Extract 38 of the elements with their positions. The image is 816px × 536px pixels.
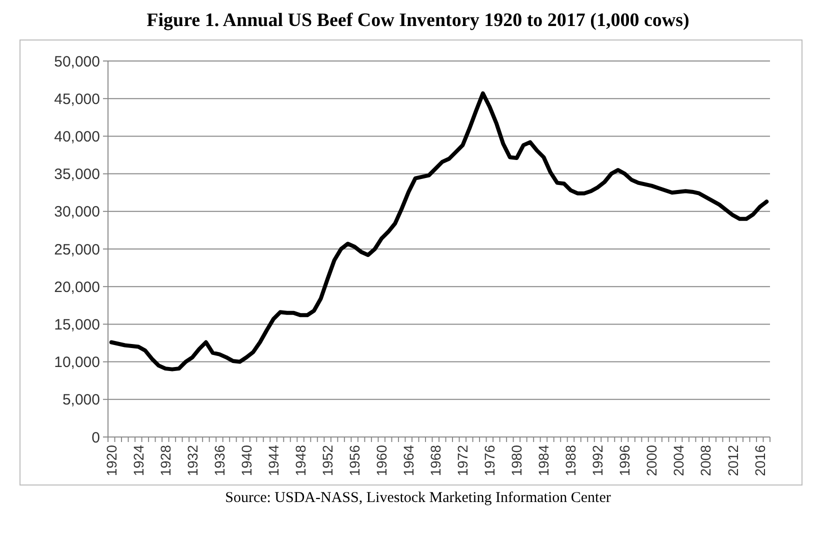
x-tick-label: 1996 xyxy=(616,444,633,476)
x-tick-label: 2016 xyxy=(752,444,768,476)
y-tick-label: 10,000 xyxy=(54,354,100,372)
y-tick-label: 15,000 xyxy=(54,316,100,334)
y-tick-label: 30,000 xyxy=(54,204,100,221)
x-tick-label: 1960 xyxy=(373,444,390,476)
y-tick-label: 40,000 xyxy=(54,128,100,146)
x-tick-label: 1924 xyxy=(130,444,146,476)
y-tick-label: 45,000 xyxy=(54,90,100,108)
x-tick-label: 1980 xyxy=(508,444,525,476)
x-tick-label: 2004 xyxy=(670,444,687,476)
x-tick-label: 1936 xyxy=(211,444,228,476)
x-tick-label: 2008 xyxy=(698,444,714,476)
x-tick-label: 1952 xyxy=(319,444,336,476)
x-tick-label: 2012 xyxy=(724,444,741,476)
y-tick-label: 5,000 xyxy=(62,392,100,409)
x-tick-label: 1976 xyxy=(482,444,498,476)
x-tick-label: 1928 xyxy=(157,444,174,476)
y-tick-label: 35,000 xyxy=(54,166,100,184)
y-tick-label: 0 xyxy=(92,429,100,446)
x-tick-label: 1992 xyxy=(590,444,606,476)
x-tick-label: 1964 xyxy=(400,444,416,476)
x-tick-label: 1948 xyxy=(292,444,308,476)
chart-title: Figure 1. Annual US Beef Cow Inventory 1920 to 2017 (1,000 cows) xyxy=(146,10,690,31)
x-tick-label: 1944 xyxy=(265,444,282,476)
y-tick-label: 20,000 xyxy=(54,278,100,296)
x-tick-label: 1920 xyxy=(103,444,120,476)
x-tick-label: 1940 xyxy=(238,444,254,476)
x-tick-label: 1956 xyxy=(346,444,362,476)
x-tick-label: 1984 xyxy=(536,444,552,476)
x-tick-label: 1932 xyxy=(184,444,200,476)
x-tick-label: 1988 xyxy=(562,444,579,476)
x-tick-label: 1972 xyxy=(454,444,471,476)
x-tick-label: 1968 xyxy=(428,444,444,476)
y-tick-label: 25,000 xyxy=(54,241,100,258)
x-tick-label: 2000 xyxy=(644,444,660,476)
y-tick-label: 50,000 xyxy=(54,53,100,70)
source-note: Source: USDA-NASS, Livestock Marketing Information Center xyxy=(225,490,611,506)
